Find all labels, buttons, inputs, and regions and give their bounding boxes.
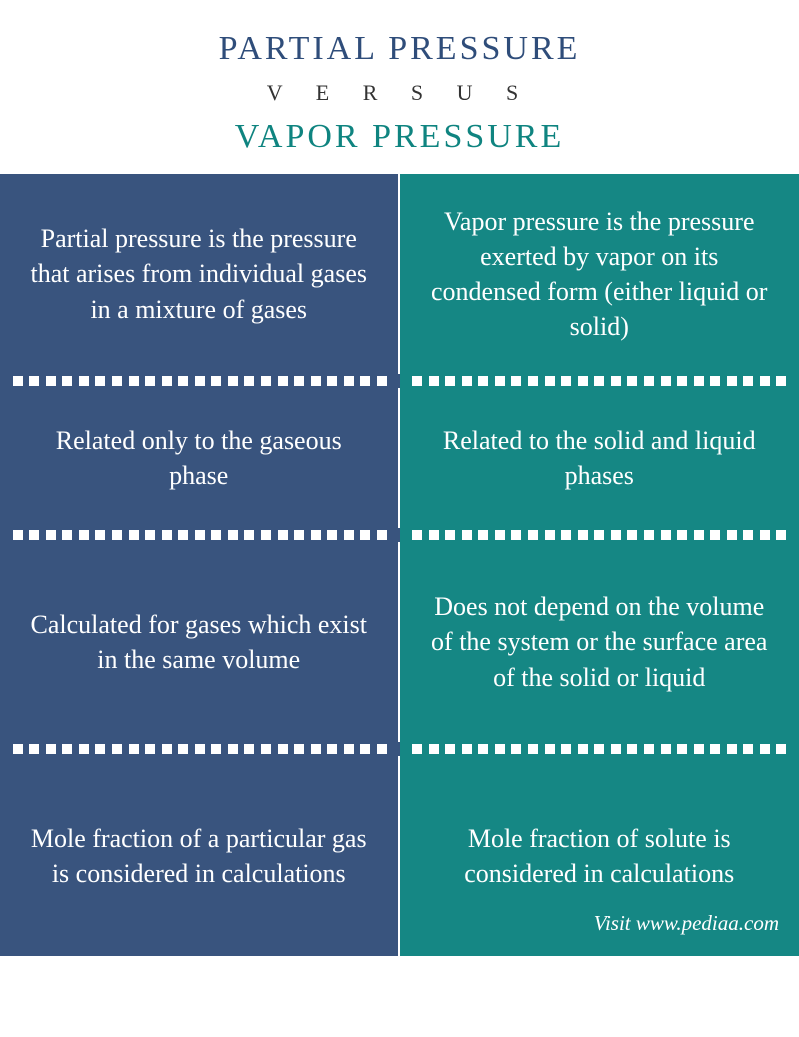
row-divider [400, 528, 799, 542]
cell-right-3: Does not depend on the volume of the sys… [400, 542, 799, 742]
footer-credit: Visit www.pediaa.com [594, 911, 779, 936]
cell-left-4: Mole fraction of a particular gas is con… [0, 756, 400, 956]
row-divider [400, 374, 799, 388]
cell-left-3: Calculated for gases which exist in the … [0, 542, 400, 742]
title-partial: PARTIAL PRESSURE [20, 30, 779, 68]
row-divider [0, 374, 400, 388]
cell-left-1: Partial pressure is the pressure that ar… [0, 174, 400, 374]
comparison-grid: Partial pressure is the pressure that ar… [0, 174, 799, 956]
header: PARTIAL PRESSURE V E R S U S VAPOR PRESS… [0, 0, 799, 174]
cell-left-2: Related only to the gaseous phase [0, 388, 400, 528]
versus-label: V E R S U S [20, 80, 779, 106]
title-vapor: VAPOR PRESSURE [20, 118, 779, 156]
cell-right-2: Related to the solid and liquid phases [400, 388, 799, 528]
row-divider [0, 742, 400, 756]
column-vapor: Vapor pressure is the pressure exerted b… [400, 174, 799, 956]
row-divider [400, 742, 799, 756]
row-divider [0, 528, 400, 542]
cell-right-1: Vapor pressure is the pressure exerted b… [400, 174, 799, 374]
column-partial: Partial pressure is the pressure that ar… [0, 174, 400, 956]
